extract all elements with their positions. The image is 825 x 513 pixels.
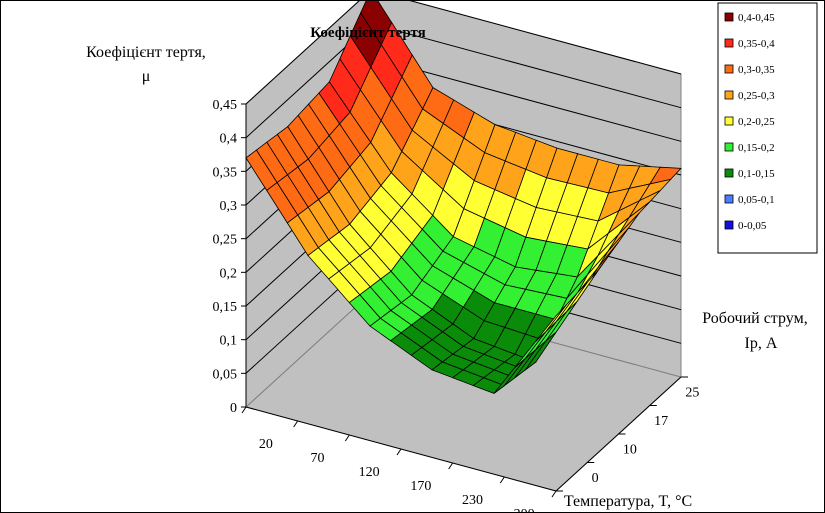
- y-tick-label: 25: [685, 385, 699, 400]
- z-tick-label: 0: [230, 401, 237, 416]
- z-tick-label: 0,2: [220, 266, 238, 281]
- legend-label: 0,05-0,1: [738, 194, 775, 206]
- x-tick: [345, 435, 349, 441]
- legend-label: 0,35-0,4: [738, 38, 775, 50]
- legend-label: 0,1-0,15: [738, 168, 775, 180]
- y-tick-label: 17: [654, 414, 668, 429]
- y-axis-title: Робочий струм,: [702, 310, 807, 327]
- legend-label: 0,4-0,45: [738, 12, 775, 24]
- legend-swatch: [725, 143, 733, 151]
- x-tick: [397, 449, 401, 455]
- x-tick-label: 120: [359, 465, 380, 480]
- x-tick: [500, 477, 504, 483]
- z-tick-label: 0,3: [220, 199, 238, 214]
- legend-label: 0,15-0,2: [738, 142, 775, 154]
- z-tick-label: 0,15: [213, 300, 238, 315]
- z-tick-label: 0,1: [220, 334, 238, 349]
- x-tick-label: 300: [514, 507, 535, 512]
- y-tick-label: 10: [623, 442, 637, 457]
- legend: 0,4-0,45 0,35-0,4 0,3-0,35 0,25-0,3 0,2-0,25…: [718, 3, 817, 253]
- z-axis-unit: μ: [142, 68, 151, 85]
- legend-swatch: [725, 13, 733, 21]
- legend-label: 0-0,05: [738, 220, 767, 232]
- x-tick: [242, 407, 246, 413]
- legend-swatch: [725, 65, 733, 73]
- x-tick: [294, 421, 298, 427]
- z-tick-label: 0,25: [213, 233, 238, 248]
- x-tick-label: 230: [462, 493, 483, 508]
- z-tick-label: 0,35: [213, 165, 238, 180]
- legend-swatch: [725, 195, 733, 203]
- legend-label: 0,3-0,35: [738, 64, 775, 76]
- x-tick-label: 20: [259, 437, 273, 452]
- x-axis-title: Температура, T, °C: [564, 493, 692, 510]
- x-tick-label: 70: [311, 451, 325, 466]
- legend-swatch: [725, 91, 733, 99]
- legend-label: 0,25-0,3: [738, 90, 775, 102]
- x-tick: [449, 463, 453, 469]
- legend-swatch: [725, 39, 733, 47]
- z-tick-label: 0,4: [220, 132, 238, 147]
- x-tick-label: 170: [410, 479, 431, 494]
- z-axis-title: Коефіцієнт тертя,: [86, 44, 206, 61]
- chart-title: Коефіцієнт тертя: [310, 25, 426, 41]
- legend-label: 0,2-0,25: [738, 116, 775, 128]
- y-axis-unit: Iр, A: [745, 335, 778, 352]
- legend-swatch: [725, 169, 733, 177]
- z-tick-label: 0,05: [213, 367, 238, 382]
- legend-swatch: [725, 221, 733, 229]
- legend-swatch: [725, 117, 733, 125]
- z-tick-label: 0,45: [213, 98, 238, 113]
- x-tick: [552, 491, 556, 497]
- y-tick-label: 0: [592, 471, 599, 486]
